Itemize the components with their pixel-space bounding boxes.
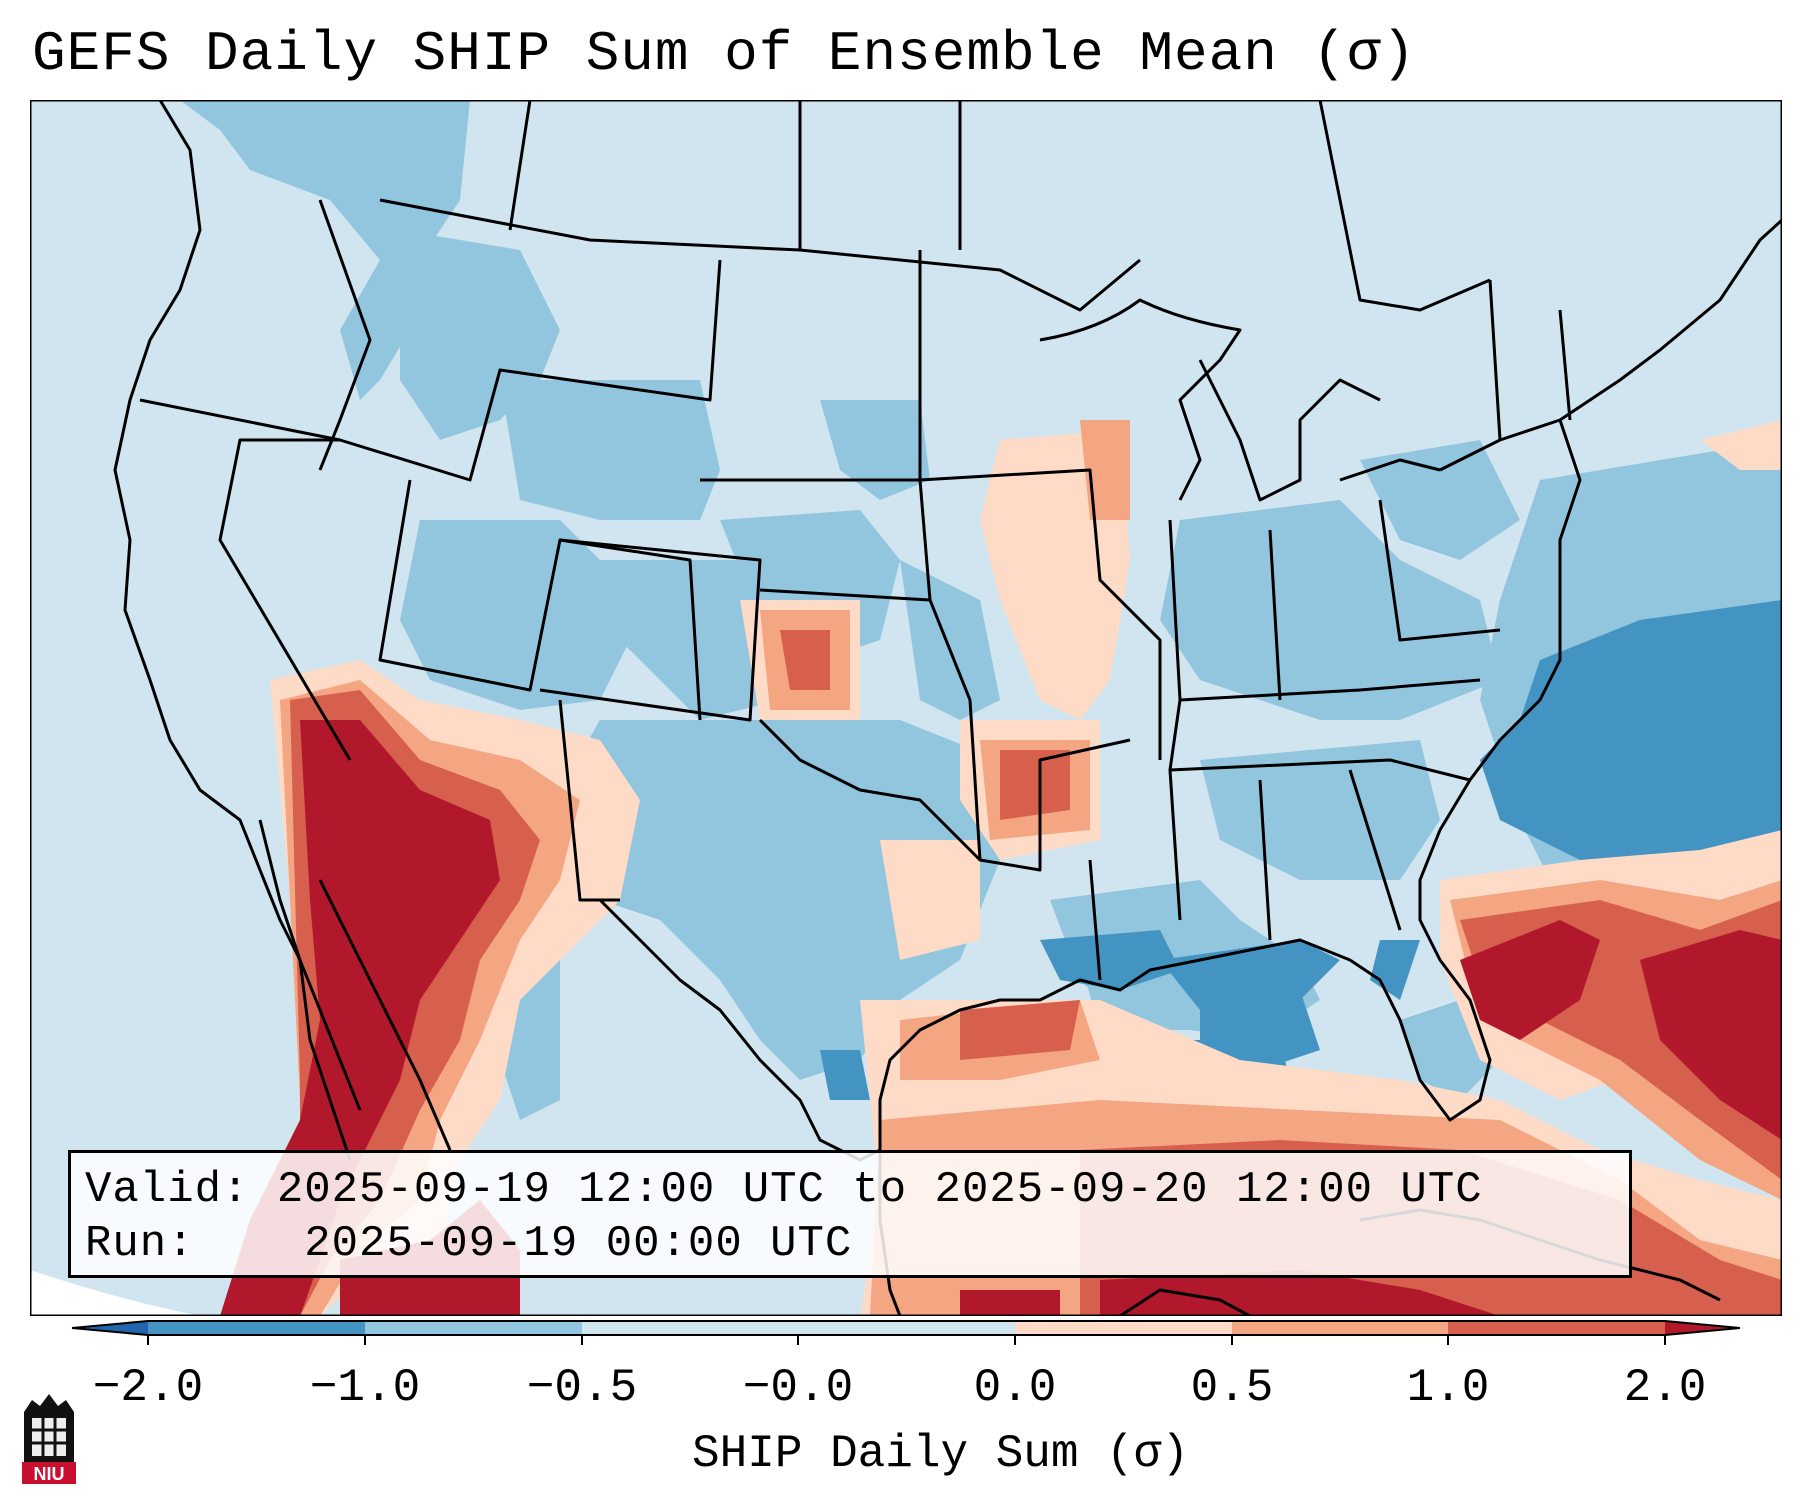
colorbar-tick-label: −1.0 [309, 1362, 421, 1414]
valid-value: 2025-09-19 12:00 UTC to 2025-09-20 12:00… [276, 1165, 1483, 1215]
colorbar-tick-label: −0.0 [742, 1362, 854, 1414]
niu-logo: NIU [22, 1394, 76, 1484]
valid-label: Valid: [85, 1165, 250, 1215]
colorbar-label: SHIP Daily Sum (σ) [692, 1428, 1189, 1480]
colorbar-segment [798, 1321, 1015, 1335]
colorbar-segment [1015, 1321, 1232, 1335]
colorbar-tick-label: 2.0 [1623, 1362, 1707, 1414]
colorbar-tick-label: 0.0 [973, 1362, 1057, 1414]
colorbar-tick-label: −2.0 [92, 1362, 204, 1414]
run-value: 2025-09-19 00:00 UTC [304, 1219, 853, 1269]
colorbar-segment [148, 1321, 365, 1335]
colorbar [71, 1320, 1741, 1345]
run-line: Run: 2025-09-19 00:00 UTC [85, 1219, 852, 1269]
colorbar-segment [1448, 1321, 1665, 1335]
colorbar-tick-label: 0.5 [1190, 1362, 1274, 1414]
colorbar-segment [1232, 1321, 1448, 1335]
valid-line: Valid: 2025-09-19 12:00 UTC to 2025-09-2… [85, 1165, 1483, 1215]
colorbar-tick-label: 1.0 [1406, 1362, 1490, 1414]
valid-run-info-box: Valid: 2025-09-19 12:00 UTC to 2025-09-2… [68, 1150, 1632, 1278]
ship-field [30, 100, 1782, 1316]
colorbar-segment [582, 1321, 798, 1335]
colorbar-extend-low [72, 1321, 148, 1335]
light-blue-anomalies [180, 100, 1782, 1120]
chart-title: GEFS Daily SHIP Sum of Ensemble Mean (σ) [32, 22, 1417, 86]
coastlines-and-borders [113, 100, 1782, 1316]
run-label: Run: [85, 1219, 195, 1269]
colorbar-tick-marks [147, 1335, 1666, 1345]
colorbar-segment [365, 1321, 582, 1335]
colorbar-extend-high [1665, 1321, 1740, 1335]
colorbar-tick-label: −0.5 [526, 1362, 638, 1414]
niu-logo-text: NIU [34, 1464, 65, 1484]
